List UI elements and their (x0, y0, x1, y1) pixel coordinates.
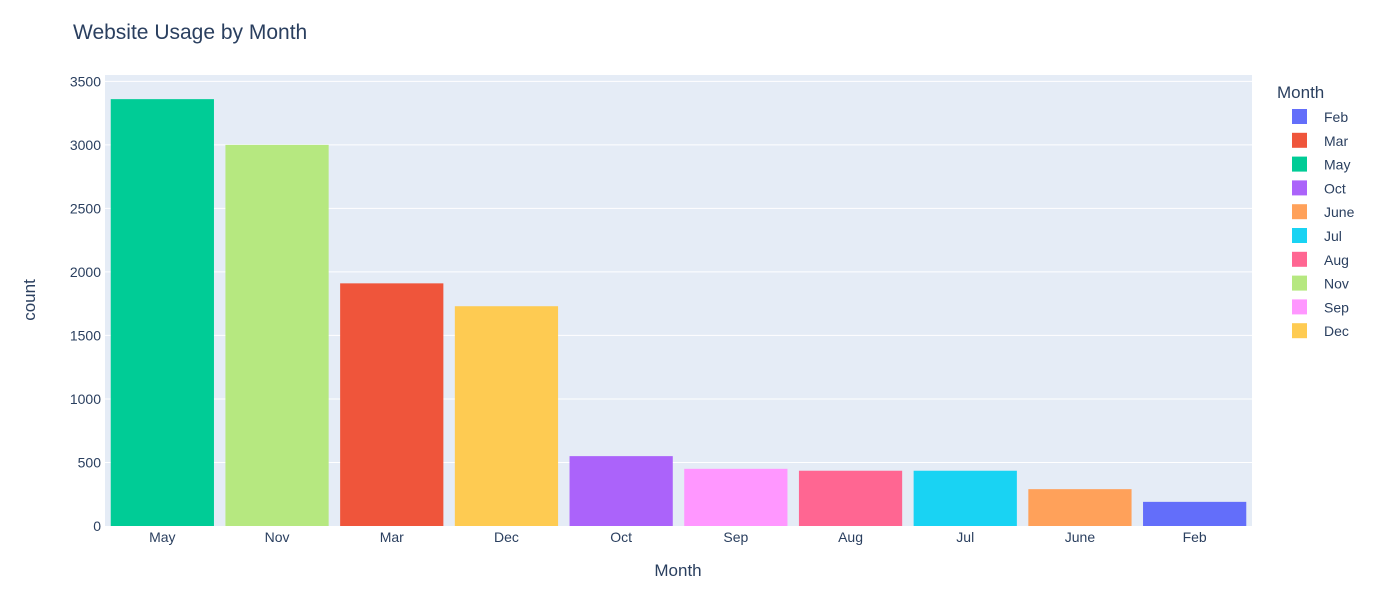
legend-label: Aug (1324, 252, 1349, 268)
y-tick-label: 0 (93, 518, 101, 534)
legend-swatch (1292, 251, 1307, 267)
legend-swatch (1292, 275, 1307, 291)
bar-aug[interactable] (798, 470, 903, 526)
y-tick-label: 2500 (70, 200, 101, 216)
bar-may[interactable] (110, 99, 214, 526)
legend-label: Oct (1324, 180, 1346, 196)
x-tick-labels: May Nov Mar Dec Oct Sep Aug Jul June Feb (149, 529, 1207, 545)
legend-label: June (1324, 204, 1355, 220)
y-tick-label: 1500 (70, 327, 101, 343)
x-tick-label: Aug (838, 529, 863, 545)
legend-label: Feb (1324, 109, 1348, 125)
legend-item-jul[interactable]: Jul (1292, 228, 1342, 244)
bar-oct[interactable] (569, 456, 673, 526)
legend-item-may[interactable]: May (1292, 156, 1350, 173)
legend-item-nov[interactable]: Nov (1292, 275, 1349, 292)
legend-item-sep[interactable]: Sep (1292, 299, 1349, 315)
legend-item-dec[interactable]: Dec (1292, 323, 1349, 339)
bar-feb[interactable] (1143, 501, 1247, 526)
legend-swatch (1292, 299, 1307, 315)
x-tick-label: Oct (610, 529, 632, 545)
legend-item-oct[interactable]: Oct (1292, 180, 1346, 196)
x-tick-label: Dec (494, 529, 519, 545)
bar-mar[interactable] (340, 283, 444, 526)
y-tick-label: 500 (78, 454, 102, 470)
legend-label: Mar (1324, 133, 1348, 149)
y-tick-label: 3000 (70, 137, 101, 153)
bars (110, 99, 1247, 527)
legend: Feb Mar May Oct June Jul Aug Nov Sep Dec (1292, 109, 1355, 339)
chart-title: Website Usage by Month (73, 21, 307, 44)
x-axis-title: Month (654, 561, 701, 580)
legend-swatch (1292, 180, 1307, 196)
legend-item-aug[interactable]: Aug (1292, 252, 1349, 268)
legend-swatch (1292, 204, 1307, 220)
bar-jul[interactable] (913, 470, 1017, 526)
y-axis-title: count (20, 279, 39, 321)
bar-sep[interactable] (684, 468, 788, 526)
y-tick-labels: 0 500 1000 1500 2000 2500 3000 3500 (70, 73, 101, 534)
x-tick-label: June (1065, 529, 1096, 545)
legend-label: Nov (1324, 276, 1349, 292)
y-tick-label: 2000 (70, 264, 101, 280)
x-tick-label: May (149, 529, 175, 545)
x-tick-label: Sep (723, 529, 748, 545)
legend-item-mar[interactable]: Mar (1292, 132, 1348, 149)
y-tick-label: 1000 (70, 391, 101, 407)
bar-nov[interactable] (225, 144, 329, 527)
legend-swatch (1292, 156, 1307, 172)
legend-title: Month (1277, 83, 1324, 102)
x-tick-label: Nov (265, 529, 290, 545)
legend-swatch (1292, 228, 1307, 243)
x-tick-label: Jul (956, 529, 974, 545)
x-tick-label: Mar (380, 529, 404, 545)
legend-label: Sep (1324, 299, 1349, 315)
legend-label: May (1324, 157, 1350, 173)
y-tick-label: 3500 (70, 73, 101, 89)
legend-swatch (1292, 323, 1307, 339)
bar-june[interactable] (1028, 489, 1132, 526)
legend-item-june[interactable]: June (1292, 204, 1355, 220)
bar-dec[interactable] (454, 306, 559, 526)
legend-swatch (1292, 109, 1307, 124)
x-tick-label: Feb (1183, 529, 1207, 545)
legend-label: Dec (1324, 323, 1349, 339)
legend-swatch (1292, 132, 1307, 148)
legend-label: Jul (1324, 228, 1342, 244)
legend-item-feb[interactable]: Feb (1292, 109, 1348, 125)
